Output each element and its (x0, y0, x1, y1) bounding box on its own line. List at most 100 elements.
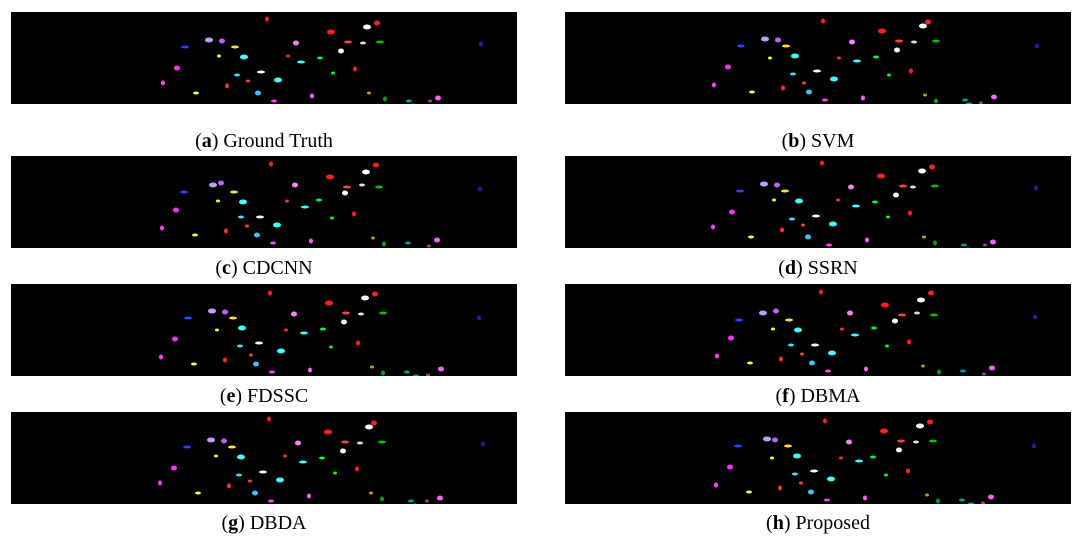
class-region (829, 222, 837, 227)
class-region (362, 170, 370, 175)
class-region (274, 78, 282, 83)
class-region (961, 244, 967, 247)
class-region (711, 225, 715, 230)
class-region (236, 474, 242, 477)
class-region (369, 492, 373, 495)
class-region (822, 99, 828, 102)
class-region (240, 55, 248, 60)
class-region (293, 41, 299, 46)
class-region (192, 234, 198, 237)
class-region (373, 163, 379, 168)
class-region (771, 328, 775, 331)
class-region (908, 211, 912, 216)
classification-map (11, 12, 517, 104)
class-region (735, 319, 743, 322)
class-region (257, 71, 265, 74)
classification-map (11, 284, 517, 376)
class-region (277, 349, 285, 354)
class-region (746, 491, 752, 494)
classification-map (565, 156, 1071, 248)
class-region (174, 66, 180, 71)
class-region (378, 441, 386, 444)
class-region (269, 371, 275, 374)
class-region (896, 448, 902, 453)
class-region (183, 446, 191, 449)
class-region (914, 312, 920, 315)
class-region (811, 344, 819, 347)
class-region (846, 440, 852, 445)
class-region (238, 216, 244, 219)
class-region (823, 419, 827, 424)
class-region (781, 190, 789, 193)
class-region (734, 445, 742, 448)
class-region (778, 486, 782, 491)
class-region (839, 457, 843, 460)
class-region (712, 83, 716, 88)
class-region (239, 200, 247, 205)
class-region (374, 21, 380, 26)
class-region (375, 186, 383, 189)
class-region (478, 187, 482, 192)
class-region (930, 314, 938, 317)
class-region (333, 472, 337, 475)
caption-text: ) Proposed (784, 512, 870, 534)
class-region (715, 354, 719, 359)
class-region (477, 316, 481, 321)
class-region (245, 225, 249, 228)
class-region (728, 336, 734, 341)
class-region (285, 200, 289, 203)
classification-map (11, 412, 517, 504)
class-region (324, 430, 332, 435)
class-region (806, 90, 812, 95)
class-region (301, 206, 309, 209)
class-region (923, 94, 927, 97)
class-region (864, 367, 868, 372)
class-region (782, 45, 790, 48)
class-region (268, 291, 272, 296)
class-region (223, 358, 227, 363)
caption-text: ) FDSSC (235, 385, 308, 407)
class-region (283, 455, 287, 458)
class-region (931, 185, 939, 188)
class-region (775, 38, 781, 43)
class-region (851, 334, 859, 337)
class-region (237, 455, 245, 460)
class-region (779, 357, 783, 362)
class-region (809, 361, 815, 366)
caption-text: ( (778, 257, 785, 279)
panel-caption: (b) SVM (565, 129, 1071, 153)
class-region (852, 205, 860, 208)
class-region (892, 319, 898, 324)
class-region (894, 48, 900, 53)
class-region (865, 238, 869, 243)
class-region (1034, 186, 1038, 191)
class-region (246, 80, 250, 83)
class-region (934, 99, 938, 104)
panel-caption: (a) Ground Truth (11, 129, 517, 153)
map-background (565, 284, 1071, 376)
panel-letter: g (228, 512, 238, 534)
class-region (988, 495, 994, 500)
class-region (191, 363, 197, 366)
class-region (222, 310, 228, 315)
class-region (254, 233, 260, 238)
caption-text: ) Ground Truth (212, 130, 333, 152)
class-region (789, 218, 795, 221)
class-region (825, 370, 831, 373)
class-region (884, 474, 888, 477)
class-region (159, 355, 163, 360)
class-region (367, 92, 371, 95)
class-region (363, 25, 371, 30)
panel-caption: (c) CDCNN (11, 256, 517, 280)
class-region (927, 420, 933, 425)
class-region (238, 326, 246, 331)
class-region (379, 312, 387, 315)
class-region (770, 457, 774, 460)
class-region (802, 82, 806, 85)
class-region (218, 181, 224, 186)
class-region (343, 186, 351, 189)
class-region (438, 367, 444, 372)
panel-letter: a (202, 130, 212, 152)
class-region (736, 190, 744, 193)
class-region (737, 45, 745, 48)
